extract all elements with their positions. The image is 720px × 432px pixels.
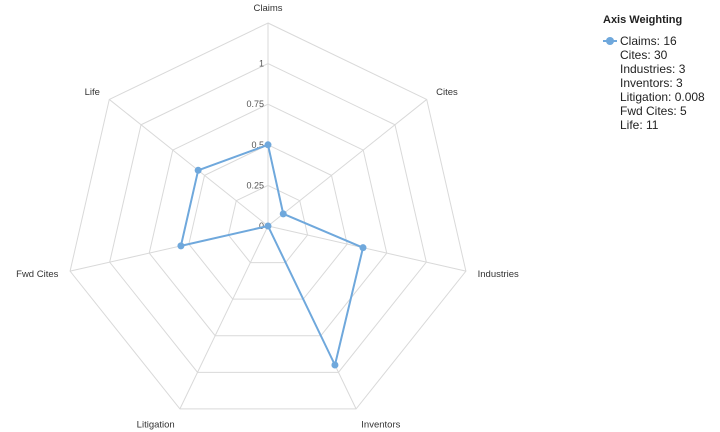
legend-item: Industries: 3	[620, 62, 686, 76]
data-point-fwd-cites	[177, 242, 185, 250]
grid-ring	[109, 63, 427, 373]
axis-label-inventors: Inventors	[361, 420, 400, 431]
grid-spoke	[267, 225, 467, 272]
grid-ring	[227, 184, 309, 264]
tick-label: 1	[259, 59, 264, 69]
grid-spoke	[179, 225, 269, 410]
legend-item: Inventors: 3	[620, 76, 683, 90]
legend-item: Fwd Cites: 5	[620, 104, 687, 118]
axis-label-fwd-cites: Fwd Cites	[16, 269, 58, 280]
data-point-litigation	[264, 222, 272, 230]
legend-item: Cites: 30	[620, 48, 668, 62]
legend-marker-icon	[603, 34, 617, 48]
legend-items: Claims: 16 Cites: 30 Industries: 3 Inventor…	[620, 34, 705, 132]
grid-spoke	[108, 99, 269, 227]
grid-ring	[188, 144, 348, 300]
data-point-life	[194, 166, 202, 174]
series-line	[179, 143, 364, 367]
tick-label: 0.25	[246, 180, 264, 190]
legend-item: Life: 11	[620, 118, 659, 132]
axis-label-claims: Claims	[253, 3, 282, 14]
radar-grid	[69, 22, 467, 410]
legend: Axis Weighting Claims: 16 Cites: 30 Indust…	[603, 13, 705, 132]
tick-label: 0	[259, 221, 264, 231]
legend-item: Litigation: 0.008	[620, 90, 705, 104]
axis-label-life: Life	[85, 87, 100, 98]
data-point-cites	[279, 210, 287, 218]
axis-label-litigation: Litigation	[137, 420, 175, 431]
axis-label-industries: Industries	[478, 269, 519, 280]
axis-labels: Claims Cites Industries Inventors Litigation…	[16, 3, 519, 431]
radial-tick-labels: 0 0.25 0.5 0.75 1	[246, 59, 264, 231]
legend-item: Claims: 16	[620, 34, 677, 48]
tick-label: 0.5	[251, 140, 264, 150]
grid-ring	[148, 103, 388, 337]
grid-spoke	[267, 99, 428, 227]
legend-title: Axis Weighting	[603, 14, 683, 26]
data-point-claims	[264, 141, 272, 149]
data-point-inventors	[331, 361, 339, 369]
tick-label: 0.75	[246, 99, 264, 109]
axis-label-cites: Cites	[436, 87, 458, 98]
data-point-industries	[359, 244, 367, 252]
series	[177, 141, 367, 369]
grid-ring	[69, 22, 467, 410]
legend-series-entry[interactable]: Claims: 16 Cites: 30 Industries: 3 Inventor…	[603, 34, 705, 132]
